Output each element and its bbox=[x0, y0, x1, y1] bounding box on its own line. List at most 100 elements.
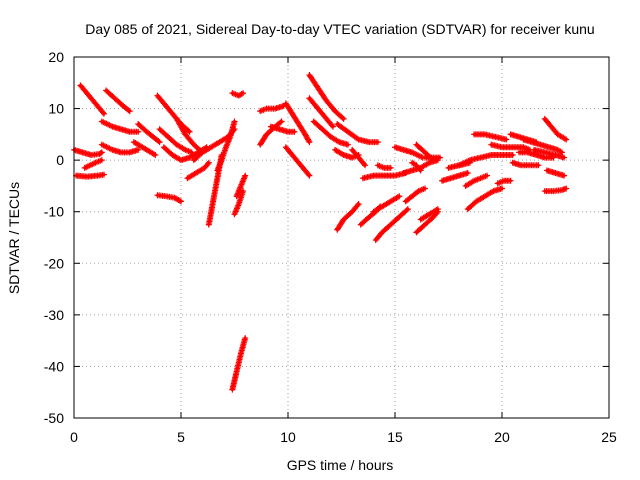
series-trace bbox=[175, 117, 204, 154]
series-arc-40 bbox=[392, 144, 426, 161]
y-tick-label: -10 bbox=[44, 204, 64, 220]
grid-layer bbox=[74, 57, 609, 418]
series-arc-53 bbox=[471, 131, 510, 143]
series-trace bbox=[233, 189, 245, 216]
series-arc-45 bbox=[421, 154, 443, 161]
series-trace bbox=[155, 94, 192, 134]
x-tick-label: 10 bbox=[280, 429, 296, 445]
series-trace bbox=[496, 179, 513, 185]
x-tick-label: 25 bbox=[601, 429, 617, 445]
series-arc-08 bbox=[130, 139, 159, 158]
series-arc-20 bbox=[231, 188, 247, 218]
data-marks-layer bbox=[71, 72, 570, 393]
series-trace bbox=[361, 171, 408, 180]
series-arc-39 bbox=[370, 193, 403, 215]
series-trace bbox=[466, 187, 504, 211]
series-trace bbox=[410, 161, 423, 172]
series-arc-46 bbox=[413, 208, 441, 236]
series-arc-61 bbox=[541, 115, 570, 143]
series-arc-27 bbox=[282, 144, 313, 179]
series-trace bbox=[511, 161, 540, 167]
series-arc-24 bbox=[257, 118, 285, 148]
plot-frame bbox=[73, 56, 610, 419]
series-arc-50 bbox=[464, 185, 505, 213]
series-arc-09 bbox=[135, 121, 163, 146]
y-axis-label: SDTVAR / TECUs bbox=[6, 182, 22, 294]
series-arc-47 bbox=[417, 206, 441, 223]
series-trace bbox=[230, 336, 247, 392]
series-arc-25 bbox=[267, 123, 298, 135]
y-tick-label: 20 bbox=[48, 49, 64, 65]
series-trace bbox=[457, 153, 515, 167]
series-arc-35 bbox=[349, 146, 369, 169]
series-arc-60 bbox=[531, 146, 568, 161]
series-arc-59 bbox=[520, 136, 565, 156]
series-arc-28 bbox=[306, 72, 347, 122]
series-arc-42 bbox=[409, 159, 424, 174]
series-trace bbox=[155, 193, 183, 203]
series-trace bbox=[372, 194, 401, 214]
series-trace bbox=[393, 145, 425, 160]
series-arc-15 bbox=[184, 159, 212, 182]
series-trace bbox=[517, 150, 555, 160]
series-arc-01 bbox=[77, 82, 107, 117]
series-arc-38 bbox=[372, 206, 411, 244]
series-trace bbox=[185, 161, 211, 180]
series-trace bbox=[521, 138, 564, 154]
series-trace bbox=[269, 125, 296, 134]
series-trace bbox=[414, 210, 440, 234]
series-trace bbox=[284, 101, 311, 144]
series-trace bbox=[235, 174, 247, 198]
series-trace bbox=[440, 171, 470, 183]
series-trace bbox=[284, 145, 311, 178]
series-arc-37 bbox=[374, 162, 394, 171]
series-trace bbox=[100, 119, 140, 134]
series-trace bbox=[335, 122, 380, 144]
series-trace bbox=[543, 187, 568, 193]
series-trace bbox=[312, 119, 350, 147]
y-tick-label: -50 bbox=[44, 410, 64, 426]
series-arc-03 bbox=[71, 146, 105, 158]
series-arc-30 bbox=[310, 118, 351, 148]
series-trace bbox=[215, 119, 236, 172]
series-arc-26 bbox=[282, 100, 313, 146]
series-trace bbox=[83, 158, 104, 170]
y-tick-label: -40 bbox=[44, 358, 64, 374]
series-trace bbox=[545, 168, 566, 178]
series-trace bbox=[158, 127, 194, 154]
series-trace bbox=[374, 207, 410, 242]
series-arc-51 bbox=[462, 172, 491, 189]
series-arc-19 bbox=[229, 90, 247, 99]
series-trace bbox=[72, 148, 104, 157]
series-arc-31 bbox=[334, 121, 381, 146]
y-tick-label: 10 bbox=[48, 101, 64, 117]
series-trace bbox=[350, 148, 367, 167]
series-trace bbox=[307, 96, 335, 129]
chart-title: Day 085 of 2021, Sidereal Day-to-day VTE… bbox=[85, 21, 594, 37]
ticks-layer: 0 5 10 15 20 25 -50 -40 -30 -20 -10 0 10 20 bbox=[44, 49, 617, 445]
series-arc-57 bbox=[509, 159, 542, 169]
series-arc-54 bbox=[488, 141, 533, 153]
x-tick-label: 15 bbox=[387, 429, 403, 445]
series-arc-58 bbox=[516, 149, 557, 161]
series-arc-62 bbox=[543, 167, 568, 179]
x-axis-label: GPS time / hours bbox=[287, 457, 394, 473]
series-arc-48 bbox=[439, 170, 471, 184]
series-trace bbox=[78, 83, 106, 116]
x-tick-label: 20 bbox=[494, 429, 510, 445]
series-trace bbox=[532, 148, 566, 160]
series-arc-13 bbox=[154, 192, 184, 205]
series-arc-55 bbox=[494, 177, 514, 187]
series-trace bbox=[472, 132, 508, 142]
series-trace bbox=[543, 117, 568, 142]
series-trace bbox=[100, 143, 140, 154]
series-trace bbox=[258, 104, 286, 113]
series-arc-52 bbox=[456, 151, 516, 169]
series-trace bbox=[376, 163, 393, 170]
series-arc-05 bbox=[81, 157, 105, 171]
series-trace bbox=[74, 173, 106, 179]
series-arc-23 bbox=[257, 102, 287, 115]
x-tick-label: 5 bbox=[177, 429, 185, 445]
series-arc-63 bbox=[541, 185, 570, 195]
